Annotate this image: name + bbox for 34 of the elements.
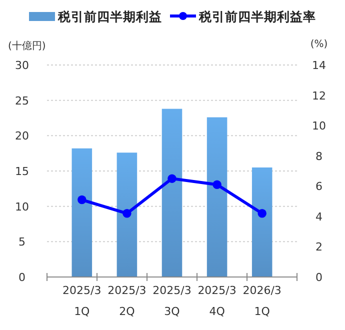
bar [162,108,182,277]
bar [252,167,272,277]
y2-axis-title: (%) [310,39,328,50]
y-tick-label: 20 [15,130,29,143]
y-tick-label: 5 [18,236,26,249]
point [78,195,86,204]
y2-tick-label: 8 [316,150,322,163]
y-tick-label: 30 [15,59,29,72]
y2-tick-label: 4 [316,210,322,224]
y-tick-label: 25 [15,94,29,108]
point [122,209,132,218]
y2-tick-label: 14 [312,59,326,72]
x-tick-label: 2025/3 4Q [198,284,236,318]
y2-tick-label: 6 [316,180,322,194]
x-tick-label: 2025/3 2Q [108,284,146,318]
point [168,174,176,183]
legend-label: 税引前四半期利益 [57,9,162,24]
y2-tick-label: 0 [316,271,322,284]
bar [206,117,228,277]
bar [116,152,138,277]
y-axis-title: (十億円) [8,40,46,52]
y2-tick-label: 2 [316,240,322,254]
y2-tick-label: 10 [312,120,326,133]
x-tick-label: 2025/3 1Q [62,284,102,318]
y-tick-label: 10 [15,200,29,214]
x-tick-label: 2025/3 3Q [152,284,192,318]
y2-tick-label: 12 [312,89,326,102]
point [258,209,266,218]
x-tick-label: 2026/3 1Q [242,284,282,318]
y-tick-label: 0 [18,271,26,284]
legend-label: 税引前四半期利益率 [198,9,316,24]
y-tick-label: 15 [15,165,29,178]
point [212,180,222,189]
bar [72,148,92,277]
